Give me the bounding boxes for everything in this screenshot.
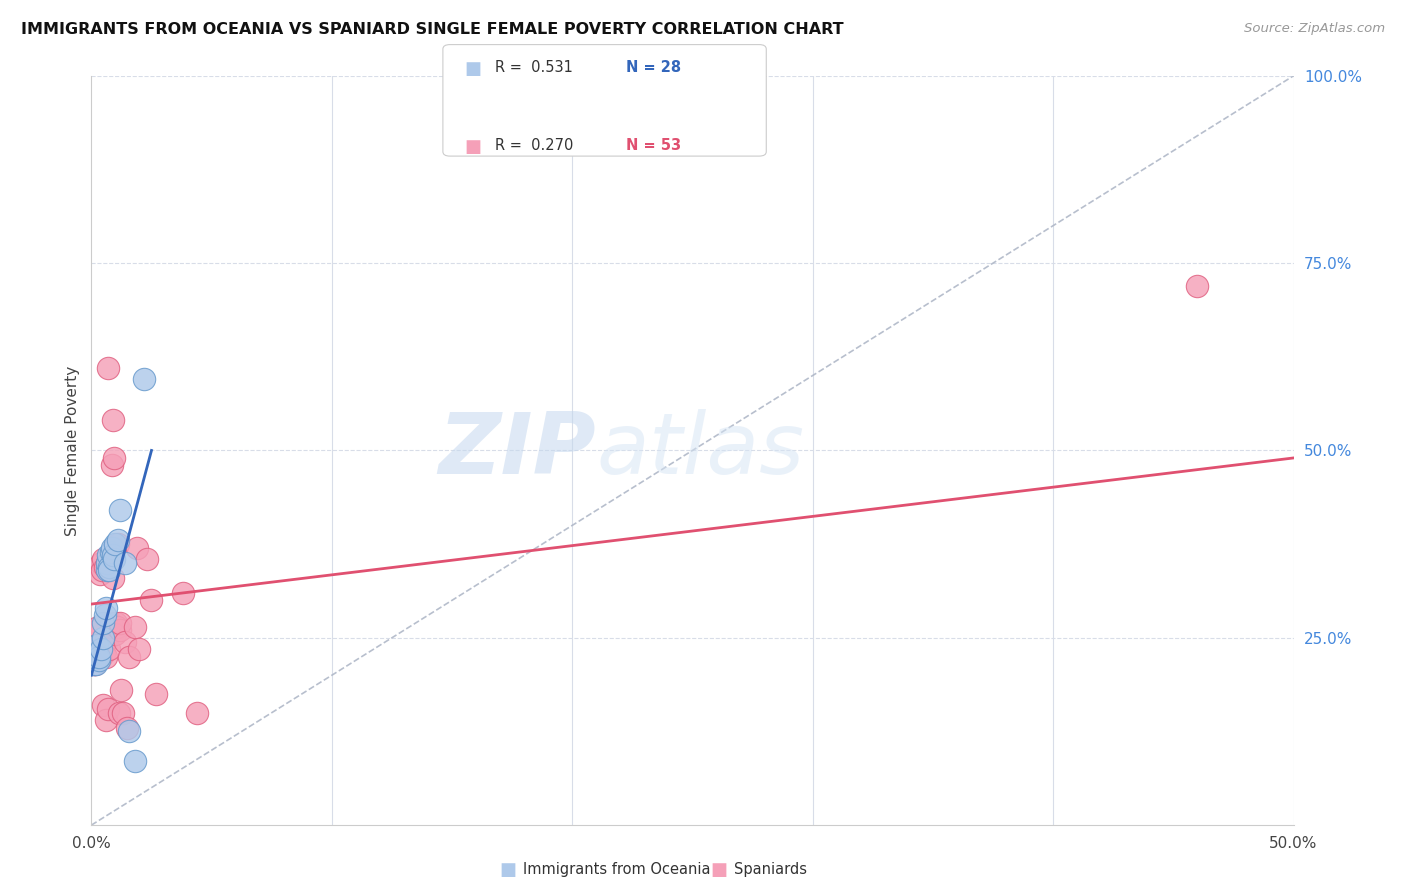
Point <box>108 624 131 638</box>
Point <box>111 706 134 720</box>
Point <box>84 657 107 671</box>
Point <box>125 541 148 555</box>
Point <box>90 642 112 657</box>
Point <box>101 541 124 555</box>
Point <box>96 556 118 570</box>
Point <box>89 556 111 570</box>
Point <box>86 624 108 638</box>
Point <box>100 544 122 558</box>
Point <box>134 372 156 386</box>
Point <box>172 586 194 600</box>
Point <box>114 556 136 570</box>
Point <box>87 619 110 633</box>
Point <box>135 552 157 566</box>
Point <box>101 458 124 473</box>
Point <box>91 563 114 577</box>
Point <box>90 642 112 657</box>
Point <box>104 537 127 551</box>
Point <box>103 552 125 566</box>
Point <box>87 646 110 660</box>
Point <box>97 702 120 716</box>
Text: atlas: atlas <box>596 409 804 492</box>
Point <box>101 549 124 563</box>
Point <box>141 593 163 607</box>
Point <box>93 631 115 645</box>
Point <box>87 638 110 652</box>
Point <box>107 533 129 548</box>
Point <box>96 556 118 570</box>
Point <box>100 615 122 630</box>
Point <box>110 615 132 630</box>
Point <box>103 541 125 555</box>
Point <box>89 567 111 582</box>
Text: R =  0.270: R = 0.270 <box>495 138 574 153</box>
Point <box>97 549 120 563</box>
Point <box>84 646 107 660</box>
Point <box>114 634 136 648</box>
Text: ■: ■ <box>710 861 727 879</box>
Point <box>124 755 146 769</box>
Point <box>94 559 117 574</box>
Text: Spaniards: Spaniards <box>734 863 807 877</box>
Text: ZIP: ZIP <box>439 409 596 492</box>
Point <box>118 724 141 739</box>
Point <box>101 571 124 585</box>
Point <box>93 646 115 660</box>
Y-axis label: Single Female Poverty: Single Female Poverty <box>65 366 80 535</box>
Point <box>96 649 118 664</box>
Text: ■: ■ <box>499 861 516 879</box>
Point <box>98 563 121 577</box>
Point <box>107 537 129 551</box>
Point <box>103 450 125 465</box>
Point <box>97 361 120 376</box>
Text: N = 28: N = 28 <box>626 60 681 75</box>
Point <box>86 627 108 641</box>
Point <box>124 619 146 633</box>
Point <box>97 642 120 657</box>
Point <box>93 615 115 630</box>
Point <box>93 634 115 648</box>
Point <box>94 600 117 615</box>
Point <box>186 706 208 720</box>
Point <box>94 713 117 727</box>
Point <box>86 638 108 652</box>
Text: Source: ZipAtlas.com: Source: ZipAtlas.com <box>1244 22 1385 36</box>
Point <box>84 646 107 660</box>
Point <box>83 657 105 671</box>
Point <box>110 503 132 517</box>
Point <box>96 563 118 577</box>
Point <box>87 649 110 664</box>
Point <box>86 649 108 664</box>
Point <box>84 634 107 648</box>
Point <box>1187 278 1209 293</box>
Text: Immigrants from Oceania: Immigrants from Oceania <box>523 863 710 877</box>
Point <box>117 721 139 735</box>
Point <box>104 615 127 630</box>
Point <box>90 649 112 664</box>
Text: R =  0.531: R = 0.531 <box>495 60 572 75</box>
Point <box>98 559 121 574</box>
Point <box>110 683 132 698</box>
Text: N = 53: N = 53 <box>626 138 681 153</box>
Point <box>101 413 124 427</box>
Text: IMMIGRANTS FROM OCEANIA VS SPANIARD SINGLE FEMALE POVERTY CORRELATION CHART: IMMIGRANTS FROM OCEANIA VS SPANIARD SING… <box>21 22 844 37</box>
Point <box>145 687 167 701</box>
Point <box>105 619 128 633</box>
Point <box>108 706 131 720</box>
Point <box>91 552 114 566</box>
Point <box>104 627 127 641</box>
Point <box>128 642 150 657</box>
Point <box>93 608 115 623</box>
Point <box>87 653 110 667</box>
Point <box>83 657 105 671</box>
Point <box>84 657 107 671</box>
Text: ■: ■ <box>464 138 481 156</box>
Point <box>93 698 115 713</box>
Point <box>118 649 141 664</box>
Point <box>83 649 105 664</box>
Text: ■: ■ <box>464 60 481 78</box>
